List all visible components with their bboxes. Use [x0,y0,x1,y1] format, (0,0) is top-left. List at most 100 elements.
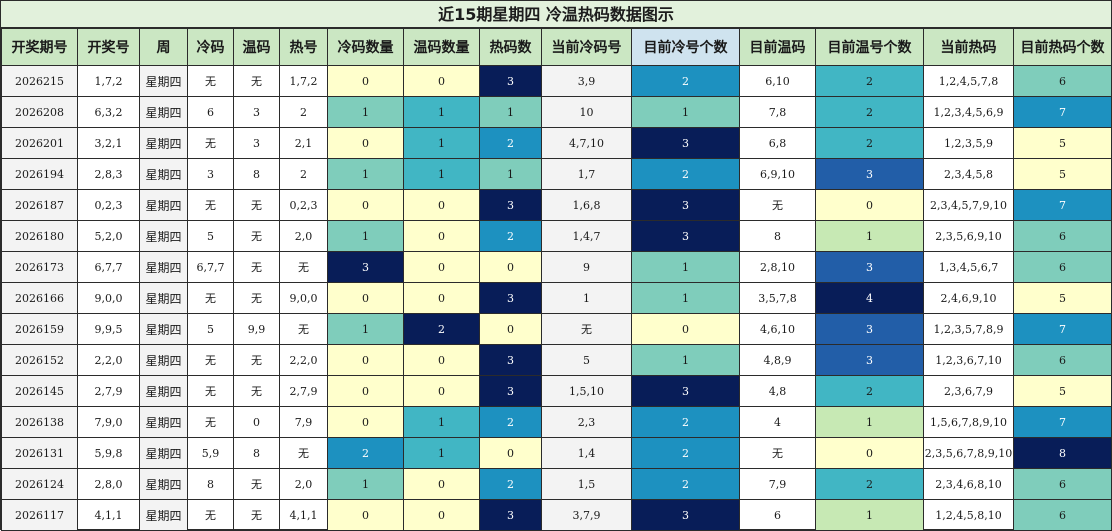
warm-count-cell: 0 [403,189,480,221]
issue-cell: 2026201 [1,127,78,159]
data-table: 开奖期号 开奖号周冷码 温码 热号 冷码数量 温码数量 热码数 当前冷码号 目前冷号个数 目前温码… [1,28,1112,531]
cold-cell: 无 [187,65,234,97]
cur-cold-count-cell: 3 [631,127,740,159]
header-cur-cold: 当前冷码号 [541,28,632,66]
table-header: 开奖期号 开奖号周冷码 温码 热号 冷码数量 温码数量 热码数 当前冷码号 目前冷号个数 目前温码… [1,28,1112,66]
cold-count-cell: 1 [327,468,404,500]
cur-cold-cell: 1,7 [541,158,632,190]
cur-warm-cell: 7,9 [739,468,816,500]
cur-warm-cell: 8 [739,220,816,252]
week-cell: 星期四 [139,313,188,345]
cur-hot-count-cell: 7 [1013,406,1112,438]
cur-cold-count-cell: 3 [631,375,740,407]
cur-cold-count-cell: 2 [631,406,740,438]
cur-cold-count-cell: 1 [631,282,740,314]
cur-warm-count-cell: 3 [815,251,924,283]
cold-count-cell: 3 [327,251,404,283]
hot-cell: 0,2,3 [279,189,328,221]
table-row: 2026124 2,8,0 星期四 8 无 2,0 1 0 2 1,5 2 7,9 2 2,3,4,6,8… [1,468,1112,500]
cur-hot-cell: 2,3,5,6,7,8,9,10 [923,437,1014,469]
cold-count-cell: 1 [327,220,404,252]
header-cur-cold-count: 目前冷号个数 [631,28,740,66]
cur-cold-cell: 1 [541,282,632,314]
cur-warm-count-cell: 2 [815,65,924,97]
cur-cold-count-cell: 2 [631,65,740,97]
table-row: 2026201 3,2,1 星期四无 3 2,1 0 1 2 4,7,10 3 6,8 2 1,2,3,… [1,127,1112,159]
number-cell: 2,8,3 [77,158,140,190]
cur-warm-count-cell: 2 [815,375,924,407]
cold-cell: 5 [187,313,234,345]
header-cold: 冷码 [187,28,234,66]
cur-warm-count-cell: 1 [815,406,924,438]
hot-cell: 无 [279,313,328,345]
cur-hot-count-cell: 5 [1013,127,1112,159]
number-cell: 2,8,0 [77,468,140,500]
hot-cell: 7,9 [279,406,328,438]
number-cell: 0,2,3 [77,189,140,221]
cur-warm-count-cell: 3 [815,158,924,190]
week-cell: 星期四 [139,406,188,438]
hot-cell: 无 [279,251,328,283]
number-cell: 2,7,9 [77,375,140,407]
cur-warm-count-cell: 4 [815,282,924,314]
cur-warm-cell: 4 [739,406,816,438]
cur-cold-cell: 1,5 [541,468,632,500]
table-row: 2026173 6,7,7 星期四 6,7,7 无无 3 0 0 9 1 2,8,10 3 1,3,4,… [1,251,1112,283]
header-cur-hot: 当前热码 [923,28,1014,66]
warm-count-cell: 0 [403,344,480,376]
cold-cell: 无 [187,499,234,531]
cur-cold-cell: 3,7,9 [541,499,632,531]
cur-cold-count-cell: 1 [631,344,740,376]
header-cur-hot-count: 目前热码个数 [1013,28,1112,66]
table-row: 2026152 2,2,0 星期四无无 2,2,0 0 0 3 5 1 4,8,9 3 1,2,3,6… [1,344,1112,376]
table-row: 2026145 2,7,9 星期四无无 2,7,9 0 0 3 1,5,10 3 4,8 2 2,3,… [1,375,1112,407]
cold-count-cell: 0 [327,127,404,159]
warm-cell: 无 [233,220,280,252]
number-cell: 5,9,8 [77,437,140,469]
warm-cell: 无 [233,499,280,531]
cur-hot-cell: 1,5,6,7,8,9,10 [923,406,1014,438]
hot-cell: 2,0 [279,220,328,252]
header-warm: 温码 [233,28,280,66]
warm-count-cell: 0 [403,282,480,314]
cur-cold-cell: 1,4,7 [541,220,632,252]
warm-cell: 8 [233,437,280,469]
hot-count-cell: 0 [479,437,542,469]
cur-cold-cell: 1,6,8 [541,189,632,221]
number-cell: 6,7,7 [77,251,140,283]
warm-cell: 3 [233,96,280,128]
warm-count-cell: 1 [403,158,480,190]
cur-warm-cell: 6 [739,499,816,531]
cur-hot-cell: 1,2,3,5,9 [923,127,1014,159]
warm-cell: 8 [233,158,280,190]
cold-count-cell: 0 [327,189,404,221]
cur-hot-cell: 2,3,6,7,9 [923,375,1014,407]
number-cell: 5,2,0 [77,220,140,252]
cur-warm-count-cell: 2 [815,468,924,500]
cold-cell: 无 [187,189,234,221]
week-cell: 星期四 [139,375,188,407]
table-row: 2026117 4,1,1 星期四无无 4,1,1 0 0 3 3,7,9 3 6 1 1,2,4,5… [1,499,1112,531]
warm-count-cell: 0 [403,499,480,531]
cur-cold-count-cell: 2 [631,158,740,190]
cur-hot-cell: 1,2,4,5,8,10 [923,499,1014,531]
issue-cell: 2026215 [1,65,78,97]
hot-count-cell: 3 [479,499,542,531]
cur-hot-cell: 2,3,4,6,8,10 [923,468,1014,500]
number-cell: 3,2,1 [77,127,140,159]
header-hot-count: 热码数 [479,28,542,66]
table-body: 2026215 1,7,2 星期四无无 1,7,2 0 0 3 3,9 2 6,10 2 1,2,4,… [1,65,1112,531]
cur-cold-count-cell: 1 [631,96,740,128]
week-cell: 星期四 [139,282,188,314]
number-cell: 9,9,5 [77,313,140,345]
cold-count-cell: 0 [327,499,404,531]
hot-count-cell: 3 [479,189,542,221]
hot-cell: 2,7,9 [279,375,328,407]
header-hot: 热号 [279,28,328,66]
week-cell: 星期四 [139,468,188,500]
cold-count-cell: 0 [327,282,404,314]
header-cold-count: 冷码数量 [327,28,404,66]
cur-warm-count-cell: 2 [815,96,924,128]
warm-count-cell: 1 [403,406,480,438]
